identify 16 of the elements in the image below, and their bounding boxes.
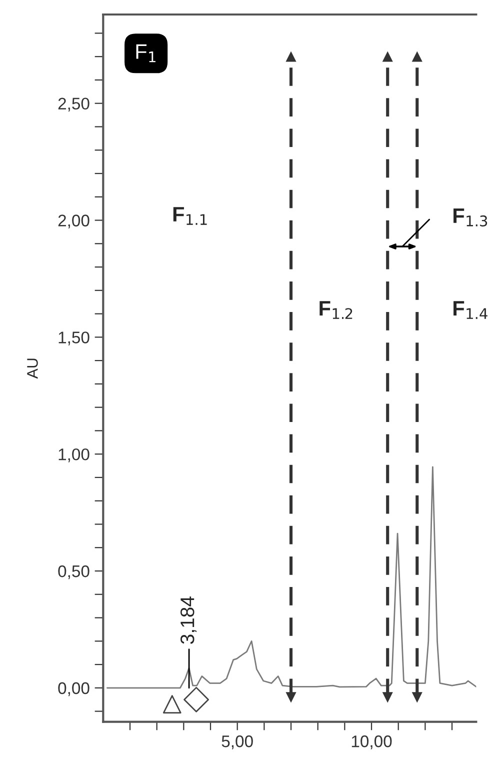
annotation: F$_{1.1}$ — [173, 207, 207, 225]
y-tick-label: 1,50 — [58, 332, 90, 346]
y-tick-label: 2,00 — [58, 214, 90, 228]
annotation: F$_{1.2}$ — [320, 301, 352, 319]
y-tick-label: 1,00 — [58, 448, 90, 462]
annotation: F$_{1}$ — [136, 44, 156, 62]
y-tick-label: 2,50 — [58, 98, 90, 112]
y-axis-title: AU — [27, 358, 38, 379]
y-tick-label: 0,50 — [58, 565, 90, 580]
x-tick-label: 10,00 — [352, 735, 392, 750]
line-series — [106, 466, 476, 689]
annotation: F$_{1.4}$ — [454, 301, 488, 319]
y-tick-label: 0,00 — [58, 682, 90, 696]
annotation: F$_{1.3}$ — [454, 208, 488, 226]
x-tick-label: 5,00 — [222, 735, 253, 750]
annotation: 3,184 — [180, 596, 197, 644]
